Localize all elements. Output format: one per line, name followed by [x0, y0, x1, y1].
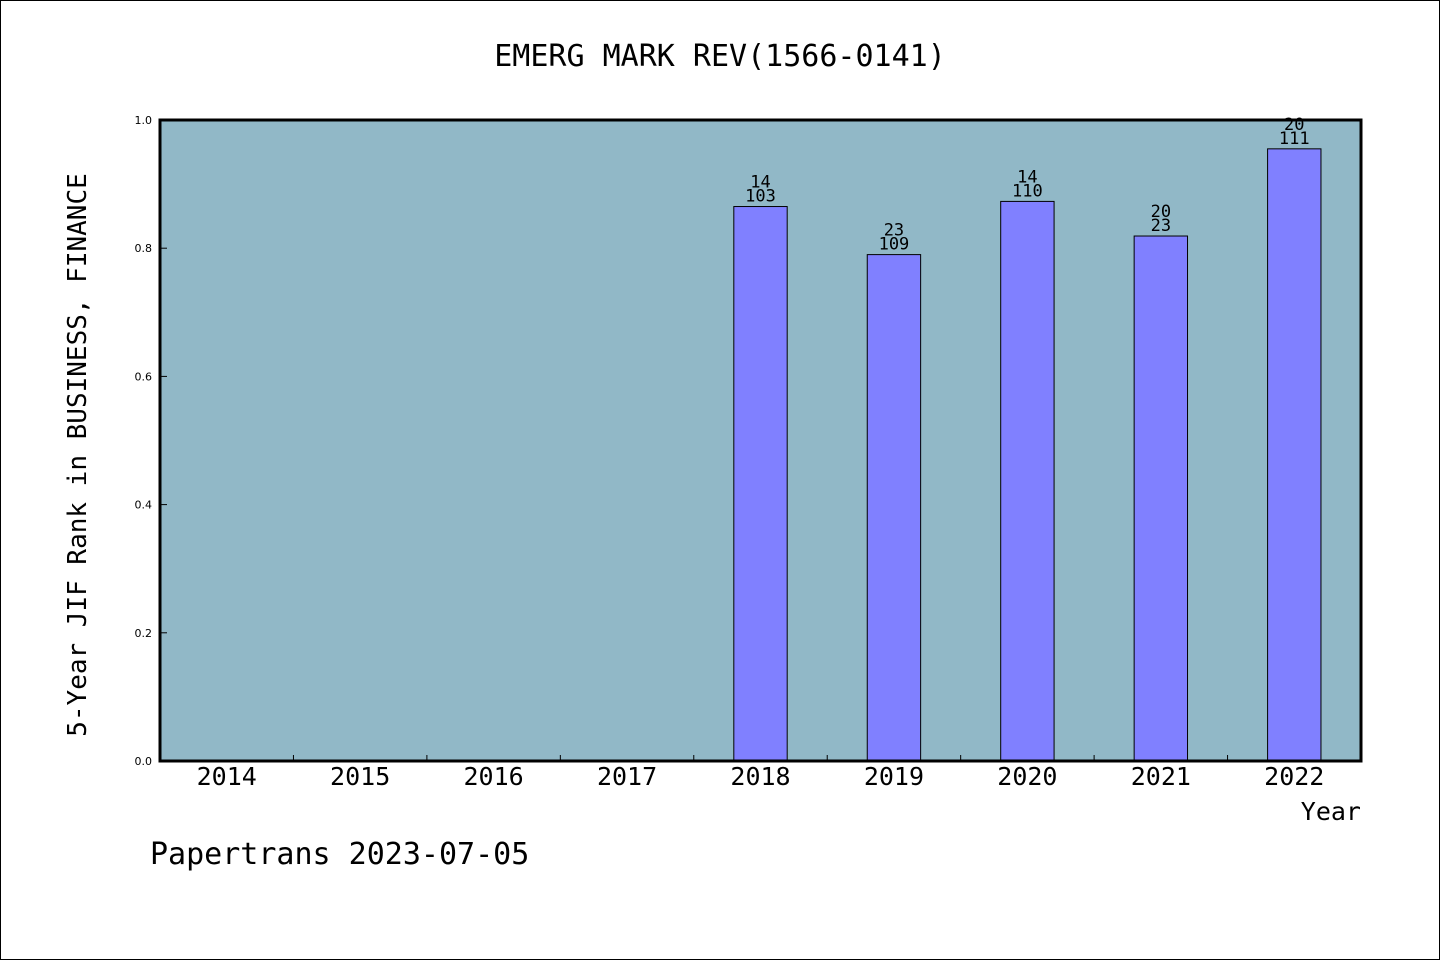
plot-border [158, 118, 1363, 763]
bar-rank-label-2018: 14 [750, 173, 770, 193]
bar-total-label-2018: 103 [745, 187, 776, 207]
y-tick-label-0.0: 0.0 [135, 755, 153, 768]
x-tick-label-2016: 2016 [464, 762, 524, 791]
x-tick-label-2015: 2015 [330, 762, 390, 791]
y-tick-label-0.6: 0.6 [135, 370, 153, 383]
bar-2019 [866, 254, 922, 762]
bar-total-label-2020: 110 [1012, 181, 1043, 201]
bar-rank-label-2021: 20 [1151, 202, 1171, 222]
y-tick-label-1.0: 1.0 [135, 114, 153, 127]
y-tick-label-0.8: 0.8 [135, 242, 153, 255]
chart-title: EMERG MARK REV(1566-0141) [494, 39, 946, 74]
x-tick-label-2018: 2018 [730, 762, 790, 791]
bar-rank-label-2019: 23 [884, 221, 904, 241]
y-tick-label-0.2: 0.2 [135, 627, 153, 640]
y-tick-label-0.4: 0.4 [135, 499, 153, 512]
y-axis-ticks: 0.0 0.2 0.4 0.6 0.8 1.0 [135, 114, 167, 768]
footer-credit: Papertrans 2023-07-05 [150, 837, 529, 872]
x-tick-label-2014: 2014 [197, 762, 257, 791]
x-tick-label-2022: 2022 [1264, 762, 1324, 791]
y-axis-label: 5-Year JIF Rank in BUSINESS, FINANCE [63, 173, 93, 737]
bar-2022 [1267, 148, 1322, 762]
bar-2021 [1133, 235, 1189, 762]
x-tick-label-2021: 2021 [1131, 762, 1191, 791]
x-tick-label-2020: 2020 [997, 762, 1057, 791]
bar-total-label-2021: 23 [1151, 216, 1171, 236]
bar-2018 [733, 206, 788, 762]
x-tick-label-2019: 2019 [864, 762, 924, 791]
x-axis-label: Year [1301, 797, 1361, 826]
bar-rank-label-2020: 14 [1017, 167, 1037, 187]
bar-2020 [1000, 200, 1055, 762]
bar-total-label-2019: 109 [879, 235, 910, 255]
x-tick-label-2017: 2017 [597, 762, 657, 791]
bar-total-label-2022: 111 [1279, 129, 1310, 149]
bars-group [733, 148, 1322, 762]
x-axis-ticks: 2014 2015 2016 2017 2018 2019 2020 2021 2022 [197, 755, 1324, 791]
